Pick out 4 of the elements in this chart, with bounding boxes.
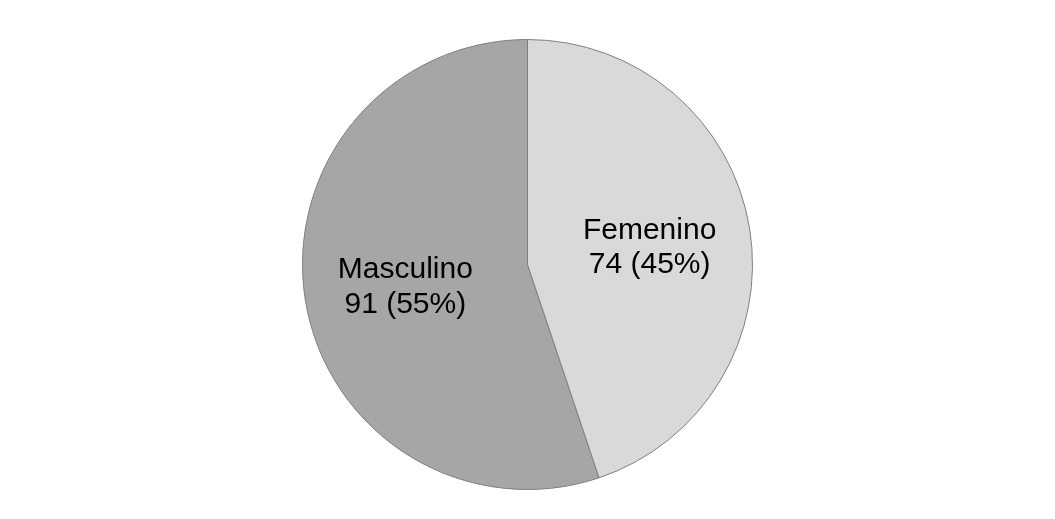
data-label: 74 (45%) bbox=[588, 246, 711, 280]
slice-label: Femenino bbox=[582, 211, 717, 245]
data-label: 91 (55%) bbox=[344, 285, 467, 319]
slice-label: Masculino bbox=[337, 251, 473, 285]
